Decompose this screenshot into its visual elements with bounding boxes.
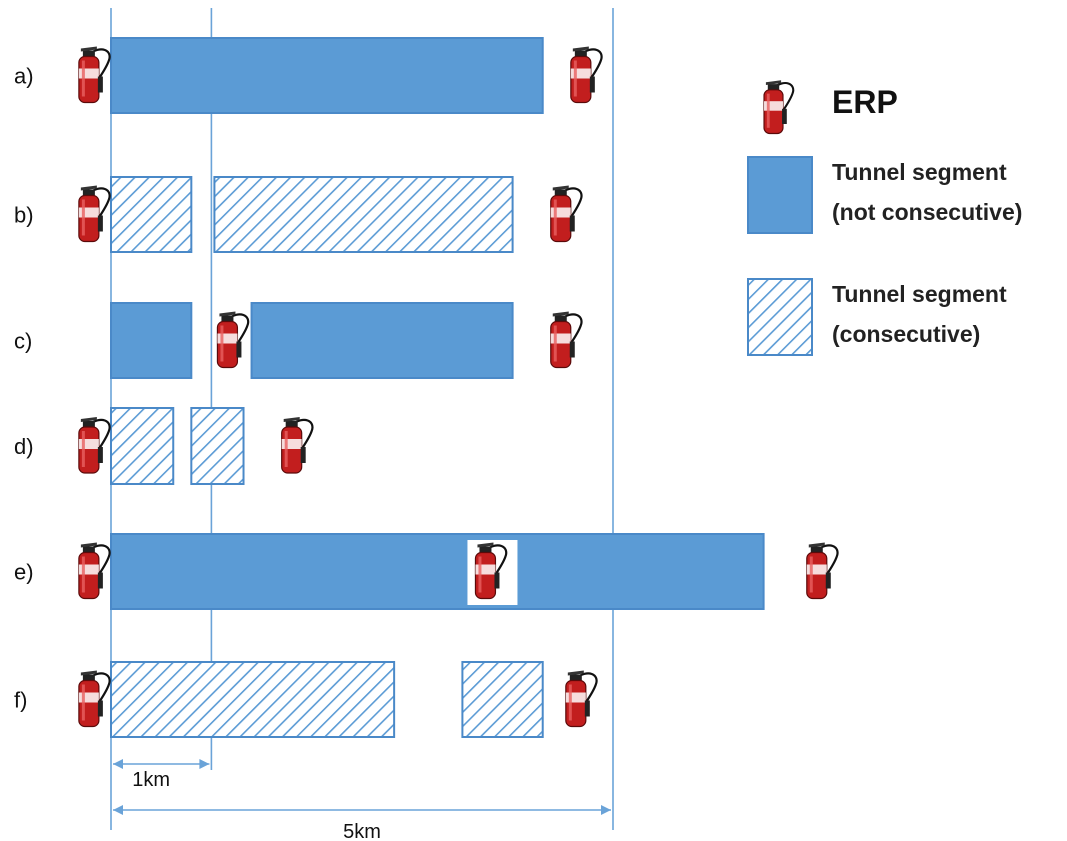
dimension-arrow-left [113,805,123,815]
row-label: e) [14,560,34,585]
row-label: f) [14,688,27,713]
legend-hatched-swatch [747,278,813,356]
fire-extinguisher-icon [77,45,111,104]
dimension-arrow-right [199,759,210,769]
fire-extinguisher-icon [77,415,111,475]
tunnel-segment-consecutive [110,661,396,738]
legend-consecutive-line1: Tunnel segment [832,281,1007,307]
dimension-label: 5km [343,821,381,841]
legend-not-consecutive-line1: Tunnel segment [832,159,1007,185]
legend-not-consecutive-line2: (not consecutive) [832,199,1022,225]
legend-solid-swatch [747,156,813,234]
dimension-markers: 1km 5km [113,759,611,841]
dimension-1km: 1km [113,759,210,791]
tunnel-row: a) [14,37,603,114]
legend: ERP Tunnel segment (not consecutive) Tun… [747,79,1022,356]
tunnel-segment-not-consecutive [250,302,514,379]
dimension-arrow-right [601,805,611,815]
dimension-5km: 5km [113,805,611,841]
tunnel-row: f) [14,661,598,738]
tunnel-segment-consecutive [110,407,175,485]
tunnel-segment-consecutive [461,661,544,738]
fire-extinguisher-icon [280,415,314,475]
dimension-label: 1km [132,769,170,791]
row-label: a) [14,64,34,89]
tunnel-segment-consecutive [213,176,514,253]
row-label: d) [14,434,34,459]
tunnel-segment-consecutive [190,407,245,485]
legend-consecutive-line2: (consecutive) [832,321,980,347]
fire-extinguisher-icon [549,310,583,369]
fire-extinguisher-icon [77,184,111,243]
tunnel-segment-not-consecutive [110,533,765,610]
legend-erp-icon [762,79,795,135]
tunnel-row: d) [14,407,314,485]
fire-extinguisher-icon [77,669,111,728]
tunnel-segment-not-consecutive [110,37,544,114]
fire-extinguisher-icon [564,669,598,728]
tunnel-row: b) [14,176,583,253]
tunnel-segment-consecutive [110,176,193,253]
fire-extinguisher-icon [805,541,839,600]
dimension-arrow-left [113,759,123,769]
tunnel-rows: a) b) c) d) e) f) [14,37,839,738]
legend-erp-label: ERP [832,84,898,120]
fire-extinguisher-icon [569,45,603,104]
tunnel-row: c) [14,302,583,379]
fire-extinguisher-icon [216,310,250,369]
tunnel-row: e) [14,533,839,610]
row-label: b) [14,203,34,228]
fire-extinguisher-icon [549,184,583,243]
fire-extinguisher-icon [77,541,111,600]
row-label: c) [14,329,32,354]
tunnel-segment-not-consecutive [110,302,193,379]
